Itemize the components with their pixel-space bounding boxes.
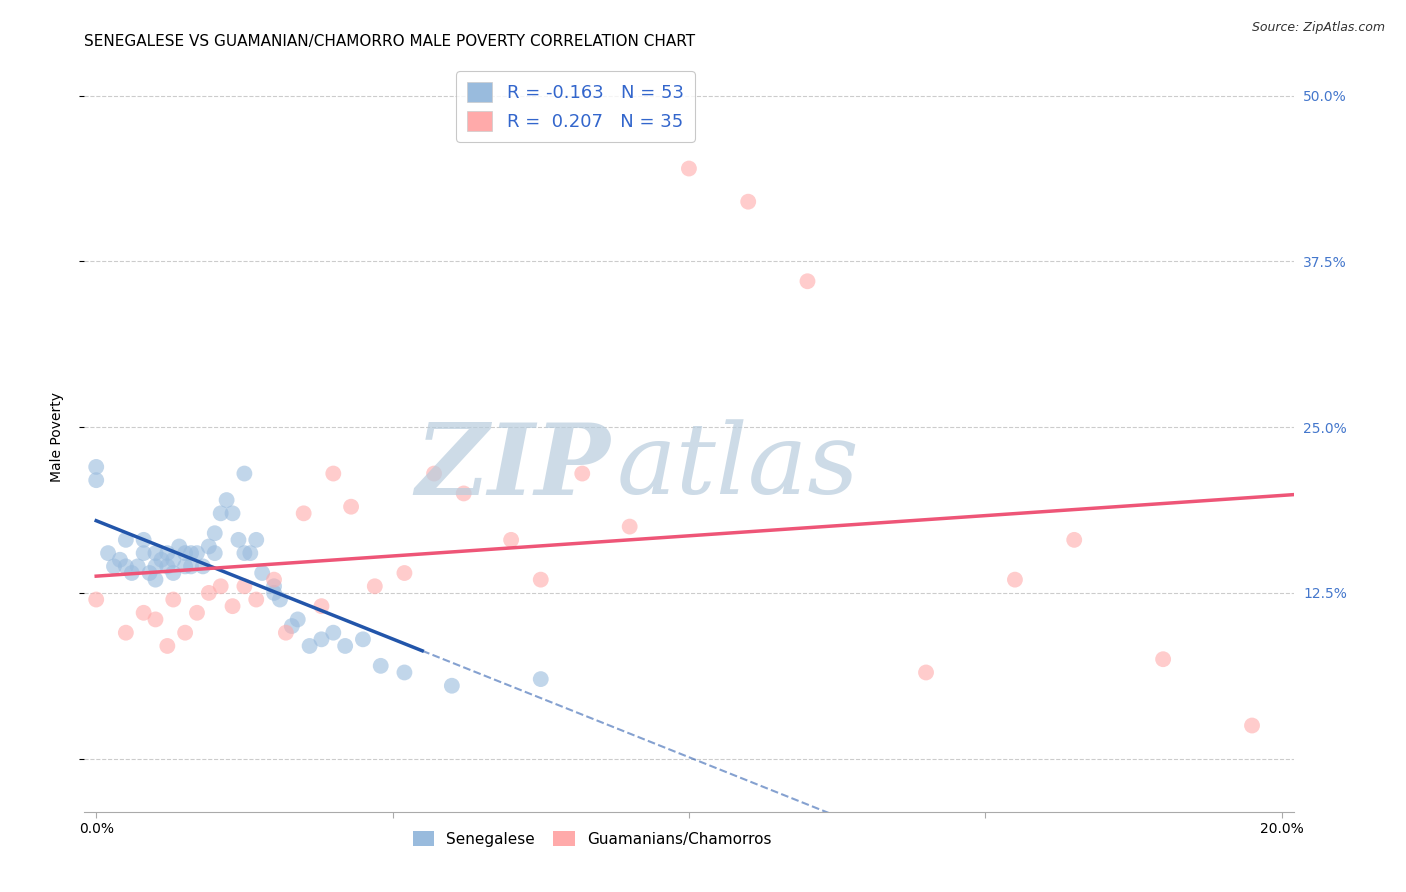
Point [311, 599, 333, 614]
Point [204, 526, 226, 541]
Point [1240, 718, 1263, 732]
Point [186, 606, 208, 620]
Point [174, 546, 197, 560]
Point [233, 579, 256, 593]
Point [737, 194, 759, 209]
Point [274, 625, 297, 640]
Point [440, 679, 463, 693]
Point [115, 533, 138, 547]
Text: Source: ZipAtlas.com: Source: ZipAtlas.com [1251, 21, 1385, 35]
Point [322, 467, 344, 481]
Legend: Senegalese, Guamanians/Chamorros: Senegalese, Guamanians/Chamorros [406, 824, 778, 853]
Point [138, 566, 160, 580]
Text: SENEGALESE VS GUAMANIAN/CHAMORRO MALE POVERTY CORRELATION CHART: SENEGALESE VS GUAMANIAN/CHAMORRO MALE PO… [84, 34, 696, 49]
Point [287, 612, 309, 626]
Point [145, 612, 167, 626]
Point [311, 632, 333, 647]
Point [156, 559, 179, 574]
Point [1004, 573, 1026, 587]
Point [394, 566, 416, 580]
Point [530, 573, 553, 587]
Point [221, 506, 243, 520]
Point [115, 625, 138, 640]
Point [228, 533, 250, 547]
Point [132, 546, 155, 560]
Point [162, 553, 184, 567]
Point [162, 566, 184, 580]
Point [84, 592, 107, 607]
Point [145, 546, 167, 560]
Point [97, 546, 120, 560]
Point [121, 566, 143, 580]
Point [263, 579, 285, 593]
Point [1063, 533, 1085, 547]
Point [239, 546, 262, 560]
Point [340, 500, 363, 514]
Point [156, 546, 179, 560]
Point [298, 639, 321, 653]
Point [186, 546, 208, 560]
Y-axis label: Male Poverty: Male Poverty [49, 392, 63, 482]
Point [250, 566, 273, 580]
Point [150, 553, 173, 567]
Point [619, 519, 641, 533]
Point [394, 665, 416, 680]
Point [209, 579, 232, 593]
Point [322, 625, 344, 640]
Point [263, 573, 285, 587]
Point [292, 506, 315, 520]
Text: ZIP: ZIP [415, 419, 610, 516]
Point [221, 599, 243, 614]
Point [191, 559, 214, 574]
Point [915, 665, 938, 680]
Point [333, 639, 356, 653]
Point [501, 533, 523, 547]
Point [84, 459, 107, 474]
Point [145, 573, 167, 587]
Point [103, 559, 125, 574]
Point [145, 559, 167, 574]
Point [245, 592, 267, 607]
Point [269, 592, 291, 607]
Point [423, 467, 446, 481]
Point [198, 540, 221, 554]
Point [204, 546, 226, 560]
Point [263, 586, 285, 600]
Point [1152, 652, 1174, 666]
Point [132, 606, 155, 620]
Point [453, 486, 475, 500]
Point [571, 467, 593, 481]
Point [174, 559, 197, 574]
Point [180, 546, 202, 560]
Text: atlas: atlas [616, 419, 859, 515]
Point [127, 559, 149, 574]
Point [530, 672, 553, 686]
Point [167, 540, 190, 554]
Point [352, 632, 374, 647]
Point [180, 559, 202, 574]
Point [209, 506, 232, 520]
Point [678, 161, 700, 176]
Point [245, 533, 267, 547]
Point [233, 467, 256, 481]
Point [370, 658, 392, 673]
Point [174, 625, 197, 640]
Point [796, 274, 818, 288]
Point [281, 619, 304, 633]
Point [115, 559, 138, 574]
Point [132, 533, 155, 547]
Point [108, 553, 131, 567]
Point [233, 546, 256, 560]
Point [364, 579, 387, 593]
Point [162, 592, 184, 607]
Point [156, 639, 179, 653]
Point [198, 586, 221, 600]
Point [215, 493, 238, 508]
Point [84, 473, 107, 487]
